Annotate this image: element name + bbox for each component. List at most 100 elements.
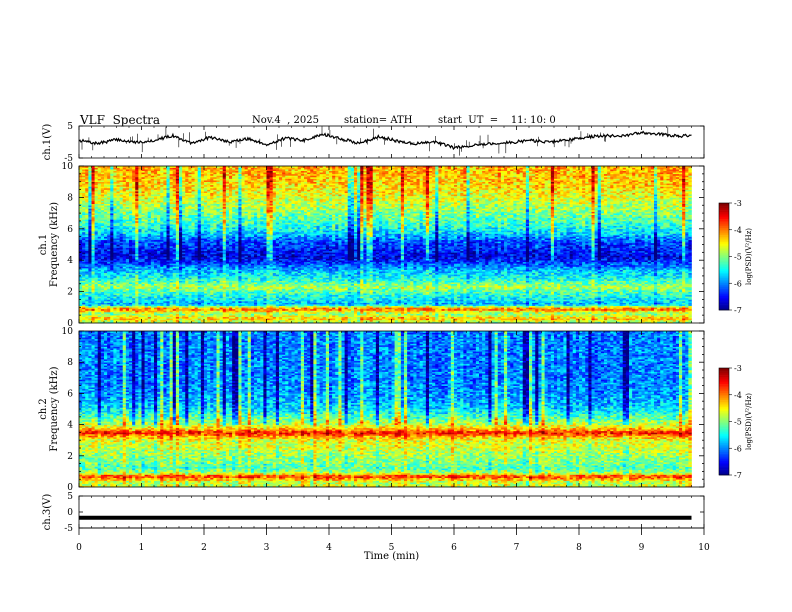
- ch1-spectrogram-cell: [107, 282, 111, 285]
- ch1-spectrogram-cell: [125, 176, 130, 179]
- ch1-spectrogram-cell: [100, 291, 105, 294]
- ch1-spectrogram-cell: [79, 216, 83, 219]
- ch1-spectrogram-cell: [129, 285, 133, 288]
- ch1-spectrogram-cell: [88, 181, 92, 184]
- ch1-spectrogram-cell: [113, 191, 117, 193]
- ch1-spectrogram-cell: [138, 230, 142, 233]
- ch1-spectrogram-cell: [135, 242, 139, 245]
- ch1-spectrogram-cell: [141, 283, 145, 286]
- ch1-spectrogram-cell: [110, 181, 114, 184]
- ch1-spectrogram-cell: [107, 269, 111, 272]
- ch1-spectrogram-cell: [144, 283, 149, 286]
- ch1-spectrogram-cell: [129, 175, 133, 178]
- ch1-spectrogram-cell: [141, 294, 145, 297]
- ch1-spectrogram-cell: [79, 235, 83, 237]
- ch1-spectrogram-cell: [125, 266, 130, 269]
- ch1-spectrogram-cell: [104, 214, 108, 217]
- ch1-spectrogram-cell: [144, 238, 149, 241]
- ch1-spectrogram-cell: [82, 253, 86, 256]
- ch1-spectrogram-cell: [141, 209, 145, 212]
- ch1-spectrogram-cell: [85, 277, 89, 280]
- ch1-spectrogram-cell: [125, 288, 130, 291]
- ch1-spectrogram-cell: [119, 173, 124, 176]
- ch1-spectrogram-cell: [88, 266, 92, 269]
- ch1-spectrogram-cell: [104, 253, 108, 256]
- ch1-spectrogram-cell: [129, 257, 133, 259]
- ch1-spectrogram-cell: [91, 176, 95, 179]
- ch1-spectrogram-cell: [122, 173, 127, 176]
- ch1-spectrogram-cell: [79, 293, 83, 296]
- ch1-spectrogram-cell: [94, 321, 99, 324]
- ch1-spectrogram-cell: [110, 230, 114, 233]
- ch1-spectrogram-cell: [138, 279, 142, 281]
- ch1-spectrogram-cell: [119, 294, 124, 297]
- ch1-spectrogram-cell: [88, 269, 92, 272]
- ch1-spectrogram-cell: [82, 184, 86, 187]
- ch1-spectrogram-cell: [144, 308, 149, 311]
- ch1-spectrogram-cell: [110, 192, 114, 195]
- ch1-spectrogram-cell: [107, 258, 111, 261]
- ch1-spectrogram-cell: [107, 200, 111, 203]
- ch1-spectrogram-cell: [129, 301, 133, 303]
- ch1-spectrogram-cell: [107, 318, 111, 321]
- ch1-spectrogram-cell: [104, 217, 108, 220]
- ch1-spectrogram-cell: [100, 231, 105, 234]
- ch1-spectrogram-cell: [110, 268, 114, 270]
- ch1-spectrogram-cell: [88, 253, 92, 256]
- ch1-spectrogram-cell: [119, 219, 124, 222]
- ch1-spectrogram-cell: [100, 304, 105, 307]
- ch1-spectrogram-cell: [97, 302, 102, 305]
- ch1-spectrogram-cell: [129, 294, 133, 297]
- ch1-spectrogram-cell: [129, 246, 133, 248]
- ch1-spectrogram-cell: [129, 217, 133, 220]
- ch1-spectrogram-cell: [144, 225, 149, 228]
- ch1-spectrogram-cell: [94, 178, 99, 181]
- ch1-spectrogram-cell: [85, 231, 89, 234]
- ch1-spectrogram-cell: [110, 217, 114, 220]
- ch1-spectrogram-cell: [82, 216, 86, 219]
- ch1-spectrogram-cell: [138, 235, 142, 237]
- ch1-spectrogram-cell: [88, 230, 92, 233]
- ch1-spectrogram-cell: [116, 301, 120, 303]
- ch1-spectrogram-cell: [135, 180, 139, 182]
- ch1-spectrogram-cell: [94, 277, 99, 280]
- ch1-spectrogram-cell: [119, 257, 124, 259]
- ch1-spectrogram-cell: [132, 166, 136, 168]
- ch1-spectrogram-cell: [107, 178, 111, 181]
- ch1-spectrogram-cell: [79, 255, 83, 258]
- ch1-spectrogram-cell: [104, 170, 108, 173]
- ch1-spectrogram-cell: [116, 219, 120, 222]
- ch1-spectrogram-cell: [116, 209, 120, 212]
- ch1-spectrogram-cell: [141, 274, 145, 277]
- ch1-spectrogram-cell: [113, 184, 117, 187]
- ch1-spectrogram-cell: [88, 304, 92, 307]
- ch1-spectrogram-cell: [110, 304, 114, 307]
- ch1-spectrogram-cell: [119, 198, 124, 201]
- ch1-spectrogram-cell: [129, 296, 133, 299]
- ch1-spectrogram-cell: [141, 239, 145, 242]
- ch1-spectrogram-cell: [144, 186, 149, 189]
- ch1-spectrogram-cell: [122, 249, 127, 252]
- ch1-spectrogram-cell: [107, 261, 111, 264]
- ch1-spectrogram-cell: [97, 275, 102, 278]
- ch1-spectrogram-cell: [125, 246, 130, 248]
- ch1-spectrogram-cell: [122, 205, 127, 208]
- ch1-spectrogram-cell: [116, 200, 120, 203]
- ch1-spectrogram-cell: [144, 214, 149, 217]
- ch1-spectrogram-cell: [129, 180, 133, 182]
- ch1-spectrogram-cell: [138, 211, 142, 214]
- ch1-spectrogram-cell: [110, 233, 114, 236]
- ch1-spectrogram-cell: [91, 184, 95, 187]
- ch1-spectrogram-cell: [100, 299, 105, 302]
- y-tick-label: 5: [67, 122, 73, 132]
- ch1-spectrogram-cell: [97, 183, 102, 186]
- ch1-spectrogram-cell: [119, 246, 124, 248]
- ch1-spectrogram-cell: [147, 277, 152, 280]
- ch1-spectrogram-cell: [125, 175, 130, 178]
- ch1-spectrogram-cell: [110, 252, 114, 255]
- ch1-spectrogram-cell: [144, 208, 149, 211]
- ch1-spectrogram-cell: [144, 318, 149, 321]
- ch1-spectrogram-cell: [119, 194, 124, 197]
- ch1-spectrogram-cell: [110, 294, 114, 297]
- ch1-spectrogram-cell: [125, 249, 130, 252]
